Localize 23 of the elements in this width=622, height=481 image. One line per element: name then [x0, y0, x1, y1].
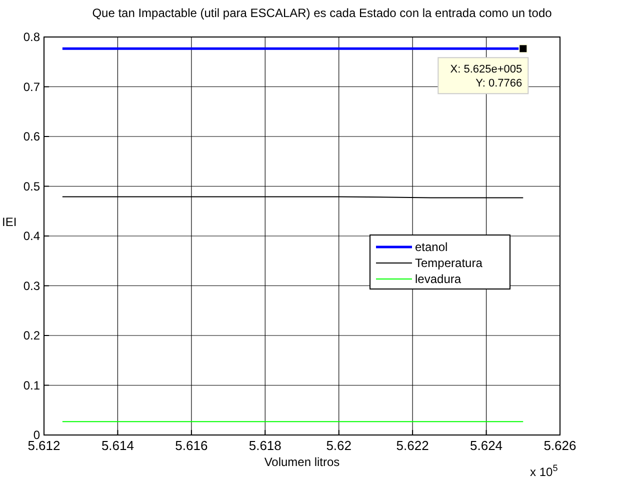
x-tick-label: 5.62	[326, 438, 352, 453]
x-tick-label: 5.614	[101, 438, 134, 453]
x-tick-label: 5.622	[396, 438, 429, 453]
x-tick-label: 5.618	[248, 438, 282, 453]
text: x 10$^{5}$	[530, 463, 558, 479]
y-tick-label: 0.3	[23, 278, 40, 293]
y-tick-label: 0.4	[23, 229, 40, 243]
legend-label: etanol	[415, 240, 448, 254]
chart-title: Que tan Impactable (util para ESCALAR) es cada Estado con la entrada como un todo	[92, 6, 552, 20]
x-tick-label: 5.626	[544, 438, 576, 453]
y-tick-label: 0.5	[23, 179, 40, 194]
legend-label: Temperatura	[415, 256, 483, 270]
x-tick-label: 5.624	[470, 438, 503, 453]
x-tick-label: 5.616	[175, 438, 208, 453]
y-tick-label: 0.7	[23, 80, 40, 94]
x-axis-title: Volumen litros	[264, 455, 340, 469]
y-tick-label: 0.6	[23, 130, 40, 144]
annotation: X: 5.625e+005 Y: 0.7766	[450, 64, 522, 90]
y-tick-label: 0.1	[23, 378, 40, 392]
y-axis-title: IEI	[2, 215, 17, 229]
y-tick-label: 0.2	[23, 328, 40, 342]
y-tick-label: 0.8	[23, 30, 40, 44]
legend-label: levadura	[415, 272, 462, 286]
